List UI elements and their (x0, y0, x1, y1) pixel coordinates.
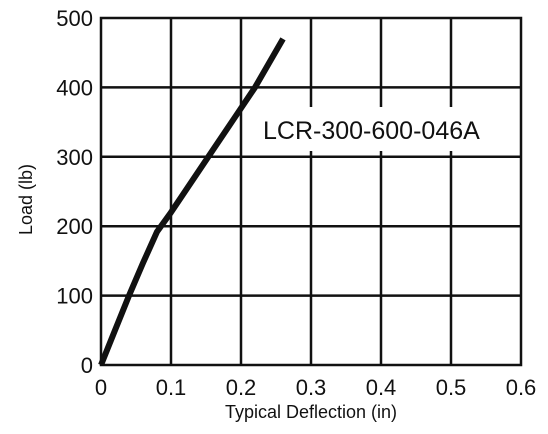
y-axis-title: Load (lb) (16, 164, 36, 235)
x-tick-label: 0.2 (226, 375, 257, 400)
y-tick-label: 100 (56, 284, 93, 309)
grid (101, 18, 521, 365)
series-line (98, 37, 286, 367)
x-tick-label: 0.6 (506, 375, 537, 400)
series-layer (98, 37, 286, 367)
x-tick-labels: 0 0.1 0.2 0.3 0.4 0.5 0.6 (95, 375, 536, 400)
x-tick-label: 0 (95, 375, 107, 400)
y-tick-label: 200 (56, 214, 93, 239)
y-tick-label: 400 (56, 75, 93, 100)
y-tick-label: 500 (56, 6, 93, 31)
y-tick-labels: 0 100 200 300 400 500 (56, 6, 93, 378)
plot-frame (99, 16, 523, 367)
x-axis-title: Typical Deflection (in) (225, 402, 397, 422)
x-tick-label: 0.4 (366, 375, 397, 400)
annotation-label: LCR-300-600-046A (263, 117, 480, 145)
x-tick-label: 0.5 (436, 375, 467, 400)
x-tick-label: 0.1 (156, 375, 187, 400)
y-tick-label: 0 (81, 353, 93, 378)
annotation-box (254, 107, 500, 151)
x-tick-label: 0.3 (296, 375, 327, 400)
y-tick-label: 300 (56, 145, 93, 170)
